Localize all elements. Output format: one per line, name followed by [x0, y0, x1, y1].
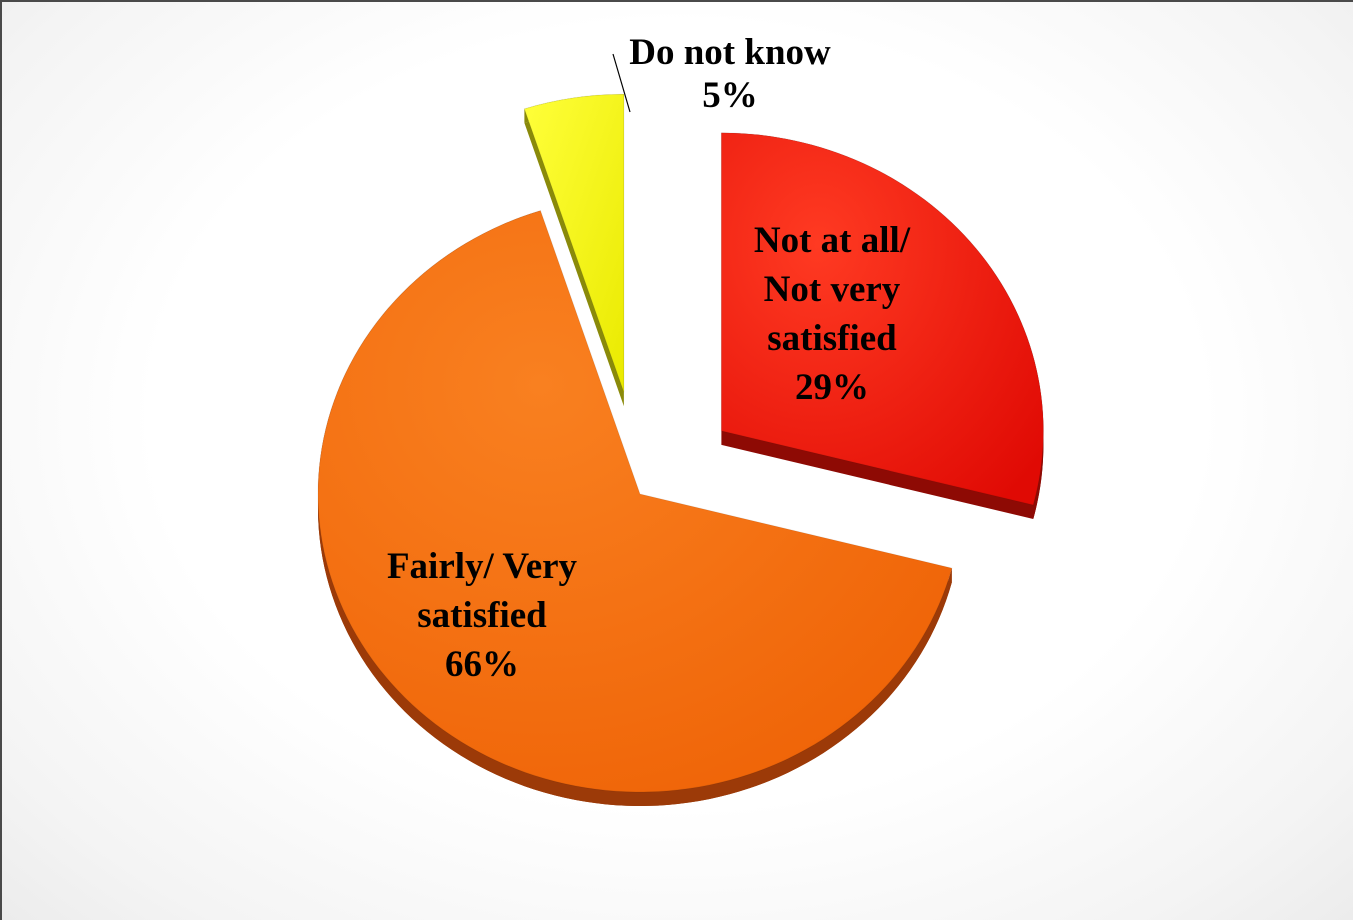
slice-percent-label-0: 29% [795, 367, 869, 408]
slice-percent-label-2: 5% [702, 75, 758, 116]
slice-leader-line [612, 53, 631, 113]
slice-label-2-line-0: Do not know [629, 32, 831, 73]
slice-label-0-line-1: Not very [764, 269, 901, 310]
slice-label-0-line-0: Not at all/ [754, 220, 911, 261]
slice-label-1-line-1: satisfied [417, 595, 547, 636]
pie-slice-2 [523, 93, 625, 393]
slice-percent-label-1: 66% [445, 644, 519, 685]
slice-label-0-line-2: satisfied [767, 318, 897, 359]
pie-slice-0 [720, 132, 1044, 506]
pie-slice-1 [317, 209, 953, 793]
slice-label-1-line-0: Fairly/ Very [387, 546, 578, 587]
